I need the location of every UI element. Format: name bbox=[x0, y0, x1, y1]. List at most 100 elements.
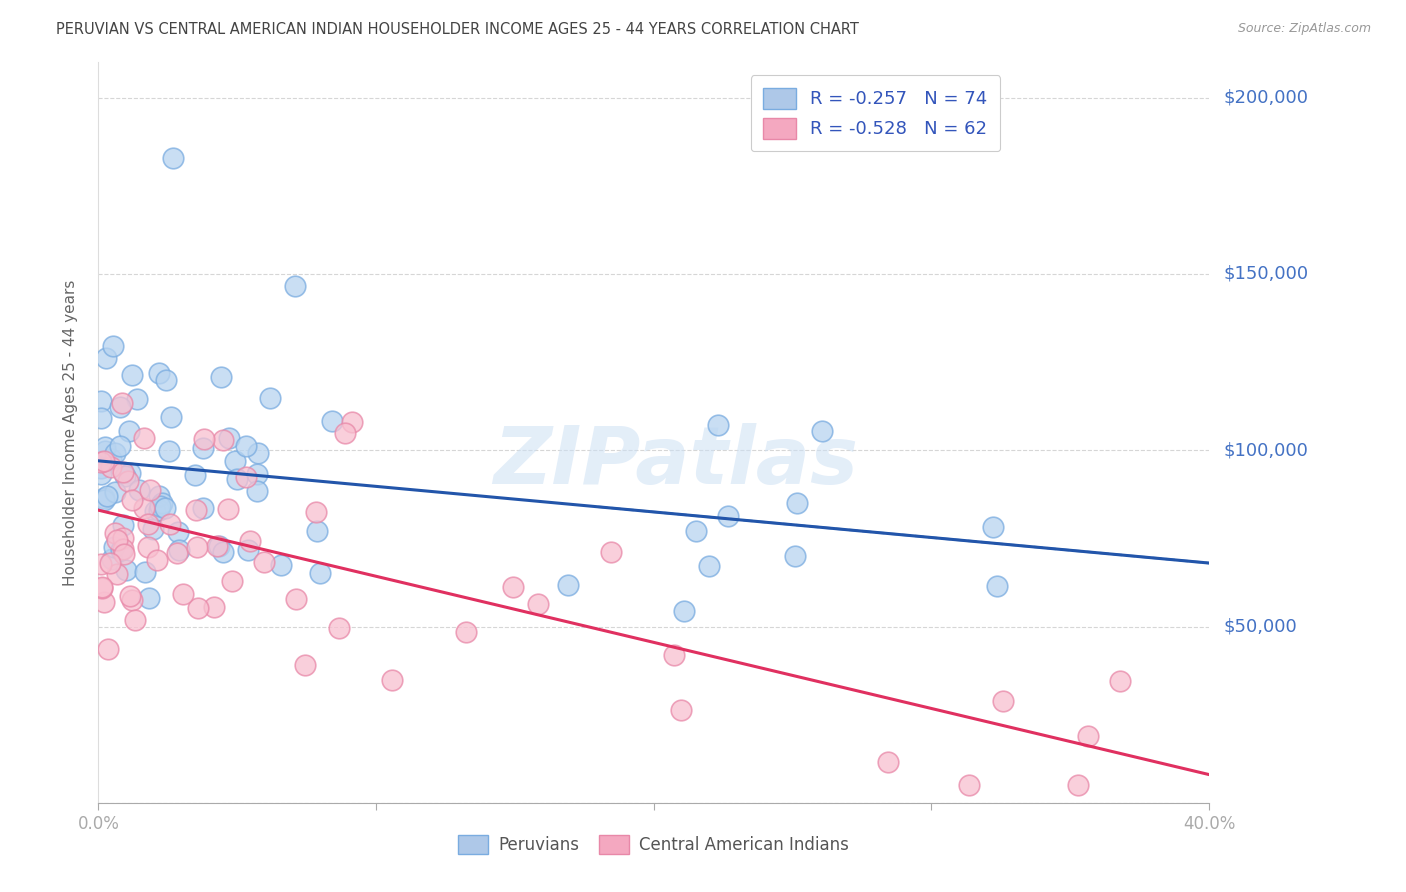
Point bbox=[957, 778, 980, 792]
Point bbox=[108, 401, 131, 415]
Point bbox=[527, 598, 550, 612]
Point bbox=[664, 648, 686, 662]
Point bbox=[685, 524, 707, 539]
Point bbox=[103, 541, 125, 555]
Point bbox=[111, 541, 134, 556]
Point bbox=[183, 467, 205, 482]
Point bbox=[148, 366, 170, 380]
Point bbox=[285, 592, 308, 607]
Point bbox=[105, 533, 128, 547]
Point bbox=[212, 434, 235, 448]
Point bbox=[118, 424, 141, 438]
Point bbox=[93, 492, 115, 507]
Point bbox=[193, 432, 215, 446]
Point bbox=[146, 553, 169, 567]
Point bbox=[172, 587, 194, 601]
Point bbox=[557, 578, 579, 592]
Point bbox=[205, 539, 228, 553]
Point bbox=[90, 411, 112, 425]
Point bbox=[104, 485, 127, 500]
Point bbox=[162, 151, 184, 165]
Point bbox=[981, 520, 1004, 534]
Point bbox=[270, 558, 292, 572]
Point bbox=[600, 544, 623, 558]
Point bbox=[94, 444, 117, 458]
Point bbox=[235, 470, 257, 484]
Point bbox=[111, 465, 134, 479]
Point bbox=[108, 438, 131, 452]
Point bbox=[148, 489, 170, 503]
Point bbox=[112, 548, 135, 562]
Point bbox=[259, 392, 281, 406]
Point bbox=[238, 543, 260, 558]
Point bbox=[221, 574, 243, 588]
Point bbox=[159, 516, 181, 531]
Point bbox=[124, 613, 146, 627]
Point bbox=[340, 415, 363, 429]
Point bbox=[143, 504, 166, 518]
Point bbox=[149, 500, 172, 514]
Point bbox=[673, 604, 696, 618]
Point bbox=[191, 500, 214, 515]
Point bbox=[202, 599, 225, 614]
Point bbox=[142, 523, 165, 537]
Point bbox=[120, 590, 142, 604]
Point bbox=[93, 491, 115, 505]
Point bbox=[157, 444, 180, 458]
Point bbox=[104, 446, 127, 460]
Point bbox=[217, 502, 239, 516]
Point bbox=[305, 524, 328, 538]
Point bbox=[121, 368, 143, 382]
Point bbox=[1077, 729, 1099, 743]
Point bbox=[136, 540, 159, 554]
Point bbox=[309, 566, 332, 580]
Point bbox=[238, 533, 260, 548]
Point bbox=[218, 431, 240, 445]
Point bbox=[212, 545, 235, 559]
Point bbox=[167, 525, 190, 540]
Point bbox=[187, 600, 209, 615]
Point bbox=[91, 581, 114, 595]
Point bbox=[138, 591, 160, 606]
Point bbox=[120, 466, 142, 480]
Point bbox=[134, 431, 156, 445]
Text: ZIPatlas: ZIPatlas bbox=[494, 423, 859, 501]
Point bbox=[321, 414, 343, 428]
Point bbox=[226, 472, 249, 486]
Point bbox=[191, 441, 214, 455]
Point bbox=[328, 621, 350, 635]
Point bbox=[150, 495, 173, 509]
Point bbox=[986, 579, 1008, 593]
Point bbox=[110, 542, 132, 557]
Legend: Peruvians, Central American Indians: Peruvians, Central American Indians bbox=[451, 829, 856, 861]
Text: PERUVIAN VS CENTRAL AMERICAN INDIAN HOUSEHOLDER INCOME AGES 25 - 44 YEARS CORREL: PERUVIAN VS CENTRAL AMERICAN INDIAN HOUS… bbox=[56, 22, 859, 37]
Point bbox=[90, 455, 112, 469]
Point bbox=[93, 454, 115, 468]
Point bbox=[111, 396, 134, 410]
Point bbox=[810, 424, 832, 438]
Point bbox=[502, 580, 524, 594]
Point bbox=[1067, 778, 1090, 792]
Text: $50,000: $50,000 bbox=[1223, 617, 1296, 635]
Point bbox=[209, 369, 232, 384]
Point bbox=[101, 339, 124, 353]
Point bbox=[121, 593, 143, 607]
Point bbox=[783, 549, 806, 563]
Point bbox=[253, 555, 276, 569]
Point bbox=[90, 460, 112, 475]
Point bbox=[90, 557, 112, 571]
Point bbox=[707, 418, 730, 433]
Point bbox=[111, 531, 134, 545]
Text: Source: ZipAtlas.com: Source: ZipAtlas.com bbox=[1237, 22, 1371, 36]
Point bbox=[132, 501, 155, 516]
Point bbox=[294, 657, 316, 672]
Point bbox=[94, 351, 117, 365]
Point bbox=[112, 517, 135, 532]
Point bbox=[127, 392, 149, 406]
Point bbox=[208, 539, 231, 553]
Point bbox=[93, 595, 115, 609]
Point bbox=[136, 516, 159, 531]
Point bbox=[284, 279, 307, 293]
Point bbox=[155, 373, 177, 387]
Point bbox=[128, 483, 150, 497]
